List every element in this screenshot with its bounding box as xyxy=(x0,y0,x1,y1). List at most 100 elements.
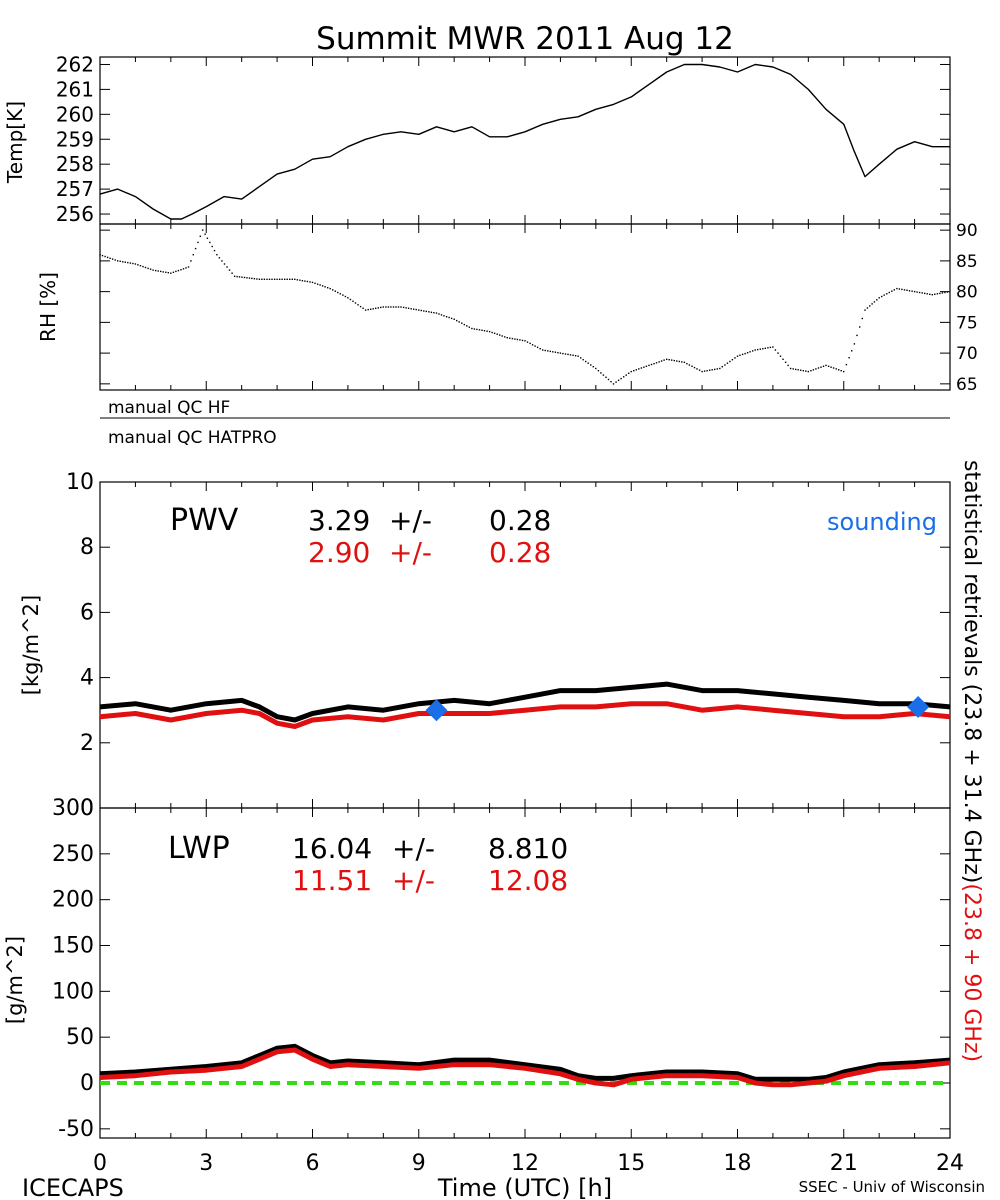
rh-point xyxy=(536,346,539,349)
rh-point xyxy=(157,270,159,272)
rh-point xyxy=(278,278,281,280)
rh-point xyxy=(529,342,531,345)
rh-point xyxy=(430,311,433,313)
rh-point xyxy=(119,260,121,262)
rh-ytick-label: 90 xyxy=(956,221,978,241)
rh-point xyxy=(405,307,407,309)
rh-point xyxy=(197,241,199,244)
rh-point xyxy=(504,336,506,338)
rh-point xyxy=(620,377,622,380)
pwv-pm-red: +/- xyxy=(389,536,432,569)
rh-point xyxy=(291,278,293,280)
rh-point xyxy=(554,351,557,353)
rh-point xyxy=(167,272,169,274)
rh-point xyxy=(883,294,885,296)
rh-point xyxy=(104,255,106,258)
rh-point xyxy=(309,281,311,283)
lwp-stats-black: 16.04 +/- 8.810 xyxy=(292,832,568,865)
rh-point xyxy=(557,352,559,354)
rh-point xyxy=(716,368,718,370)
rh-point xyxy=(698,369,701,371)
pwv-ytick-label: 0 xyxy=(80,796,94,821)
temp-ytick-label: 256 xyxy=(56,202,94,226)
rh-point xyxy=(199,235,201,237)
rh-point xyxy=(926,293,928,295)
rh-point xyxy=(359,305,362,308)
rh-point xyxy=(258,278,261,280)
rh-point xyxy=(633,370,635,372)
sounding-marker xyxy=(907,695,930,718)
rh-point xyxy=(577,355,579,357)
rh-point xyxy=(216,254,218,256)
rh-point xyxy=(731,359,734,361)
rh-point xyxy=(805,370,807,372)
rh-point xyxy=(663,359,665,361)
rh-point xyxy=(658,361,660,363)
rh-point xyxy=(402,306,405,309)
rh-point xyxy=(886,293,888,295)
rh-point xyxy=(256,278,258,280)
rh-point xyxy=(643,366,645,368)
rh-point xyxy=(314,282,316,284)
rh-point xyxy=(767,347,769,349)
rh-ylabel: RH [%] xyxy=(36,272,60,342)
rh-point xyxy=(306,280,309,283)
rh-point xyxy=(122,261,124,263)
rh-point xyxy=(453,318,455,320)
rh-point xyxy=(552,351,554,353)
rh-point xyxy=(807,370,809,373)
rh-point xyxy=(623,376,625,378)
rh-point xyxy=(228,269,231,271)
rh-point xyxy=(271,278,273,280)
rh-point xyxy=(876,299,878,301)
rh-point xyxy=(304,280,306,282)
rh-point xyxy=(572,354,574,356)
qc-strip: manual QC HF manual QC HATPRO xyxy=(100,398,950,448)
rh-point xyxy=(407,307,410,309)
rh-point xyxy=(385,306,387,308)
rh-point xyxy=(526,341,529,343)
rh-point xyxy=(223,263,226,265)
rh-point xyxy=(509,337,511,339)
rh-ytick-label: 70 xyxy=(956,344,978,364)
rh-point xyxy=(812,369,815,371)
rh-point xyxy=(612,383,615,385)
rh-point xyxy=(471,327,473,330)
rh-point xyxy=(941,292,944,294)
rh-point xyxy=(397,306,400,308)
rh-point xyxy=(443,315,445,317)
rh-point xyxy=(625,374,627,376)
rh-point xyxy=(729,360,731,363)
rh-point xyxy=(795,368,797,371)
rh-point xyxy=(797,369,799,371)
x-tick-label: 6 xyxy=(306,1151,320,1176)
pwv-panel-label: PWV xyxy=(170,503,239,538)
x-tick-label: 9 xyxy=(412,1151,426,1176)
rh-point xyxy=(294,278,296,280)
rh-point xyxy=(605,376,607,378)
rh-point xyxy=(400,306,402,308)
pwv-stats-black: 3.29 +/- 0.28 xyxy=(308,504,551,537)
rh-point xyxy=(301,280,304,282)
rh-point xyxy=(206,237,209,239)
sounding-label: sounding xyxy=(827,508,937,536)
rh-point xyxy=(445,316,448,318)
rh-point xyxy=(213,249,216,252)
rh-point xyxy=(564,353,567,355)
pwv-stats-red: 2.90 +/- 0.28 xyxy=(308,536,551,569)
rh-point xyxy=(671,359,673,361)
rh-point xyxy=(134,263,137,265)
rh-point xyxy=(236,275,238,278)
rh-point xyxy=(906,289,908,291)
sounding-marker xyxy=(425,699,448,722)
rh-point xyxy=(463,323,465,326)
rh-point xyxy=(284,278,286,280)
lwp-ytick-label: 300 xyxy=(52,796,94,821)
footer-right: SSEC - Univ of Wisconsin xyxy=(799,1178,985,1196)
rh-point xyxy=(144,266,147,269)
rh-point xyxy=(152,269,154,271)
pwv-std-red: 0.28 xyxy=(489,536,551,569)
rh-point xyxy=(736,355,739,357)
rh-point xyxy=(691,365,693,367)
rh-point xyxy=(435,312,438,314)
